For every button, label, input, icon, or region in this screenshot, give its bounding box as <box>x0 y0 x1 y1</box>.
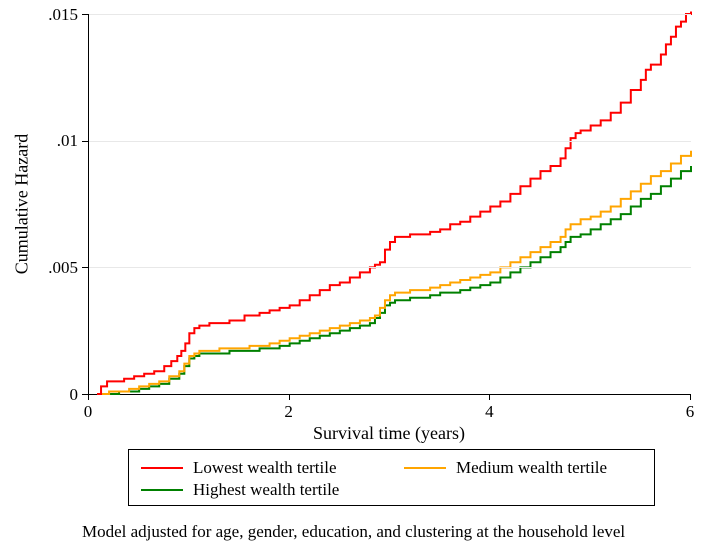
xtick-label: 6 <box>686 402 695 422</box>
footnote: Model adjusted for age, gender, educatio… <box>82 522 625 542</box>
ytick-mark <box>82 267 88 268</box>
legend-swatch <box>141 489 183 491</box>
grid-line <box>89 267 691 268</box>
xtick-mark <box>690 394 691 400</box>
legend: Lowest wealth tertile Medium wealth terti… <box>128 449 655 506</box>
figure-root: Cumulative Hazard Survival time (years) … <box>0 0 718 551</box>
legend-item: Medium wealth tertile <box>404 458 607 478</box>
x-axis-title: Survival time (years) <box>88 423 690 444</box>
xtick-mark <box>88 394 89 400</box>
xtick-mark <box>489 394 490 400</box>
y-axis-title: Cumulative Hazard <box>12 134 33 274</box>
plot-area <box>88 14 691 395</box>
legend-label: Lowest wealth tertile <box>193 458 337 478</box>
series-lowest <box>97 11 691 394</box>
ytick-label: .01 <box>57 131 78 151</box>
ytick-mark <box>82 14 88 15</box>
grid-line <box>89 141 691 142</box>
ytick-mark <box>82 141 88 142</box>
legend-swatch <box>141 467 183 469</box>
legend-swatch <box>404 467 446 469</box>
xtick-mark <box>289 394 290 400</box>
ytick-label: .015 <box>48 5 78 25</box>
series-highest <box>97 166 691 394</box>
xtick-label: 0 <box>84 402 93 422</box>
ytick-label: .005 <box>48 258 78 278</box>
legend-item: Highest wealth tertile <box>141 480 339 500</box>
xtick-label: 4 <box>485 402 494 422</box>
legend-label: Highest wealth tertile <box>193 480 339 500</box>
ytick-label: 0 <box>70 385 79 405</box>
xtick-label: 2 <box>284 402 293 422</box>
grid-line <box>89 14 691 15</box>
chart-lines <box>89 14 691 394</box>
series-medium <box>97 151 691 394</box>
legend-item: Lowest wealth tertile <box>141 458 337 478</box>
legend-label: Medium wealth tertile <box>456 458 607 478</box>
